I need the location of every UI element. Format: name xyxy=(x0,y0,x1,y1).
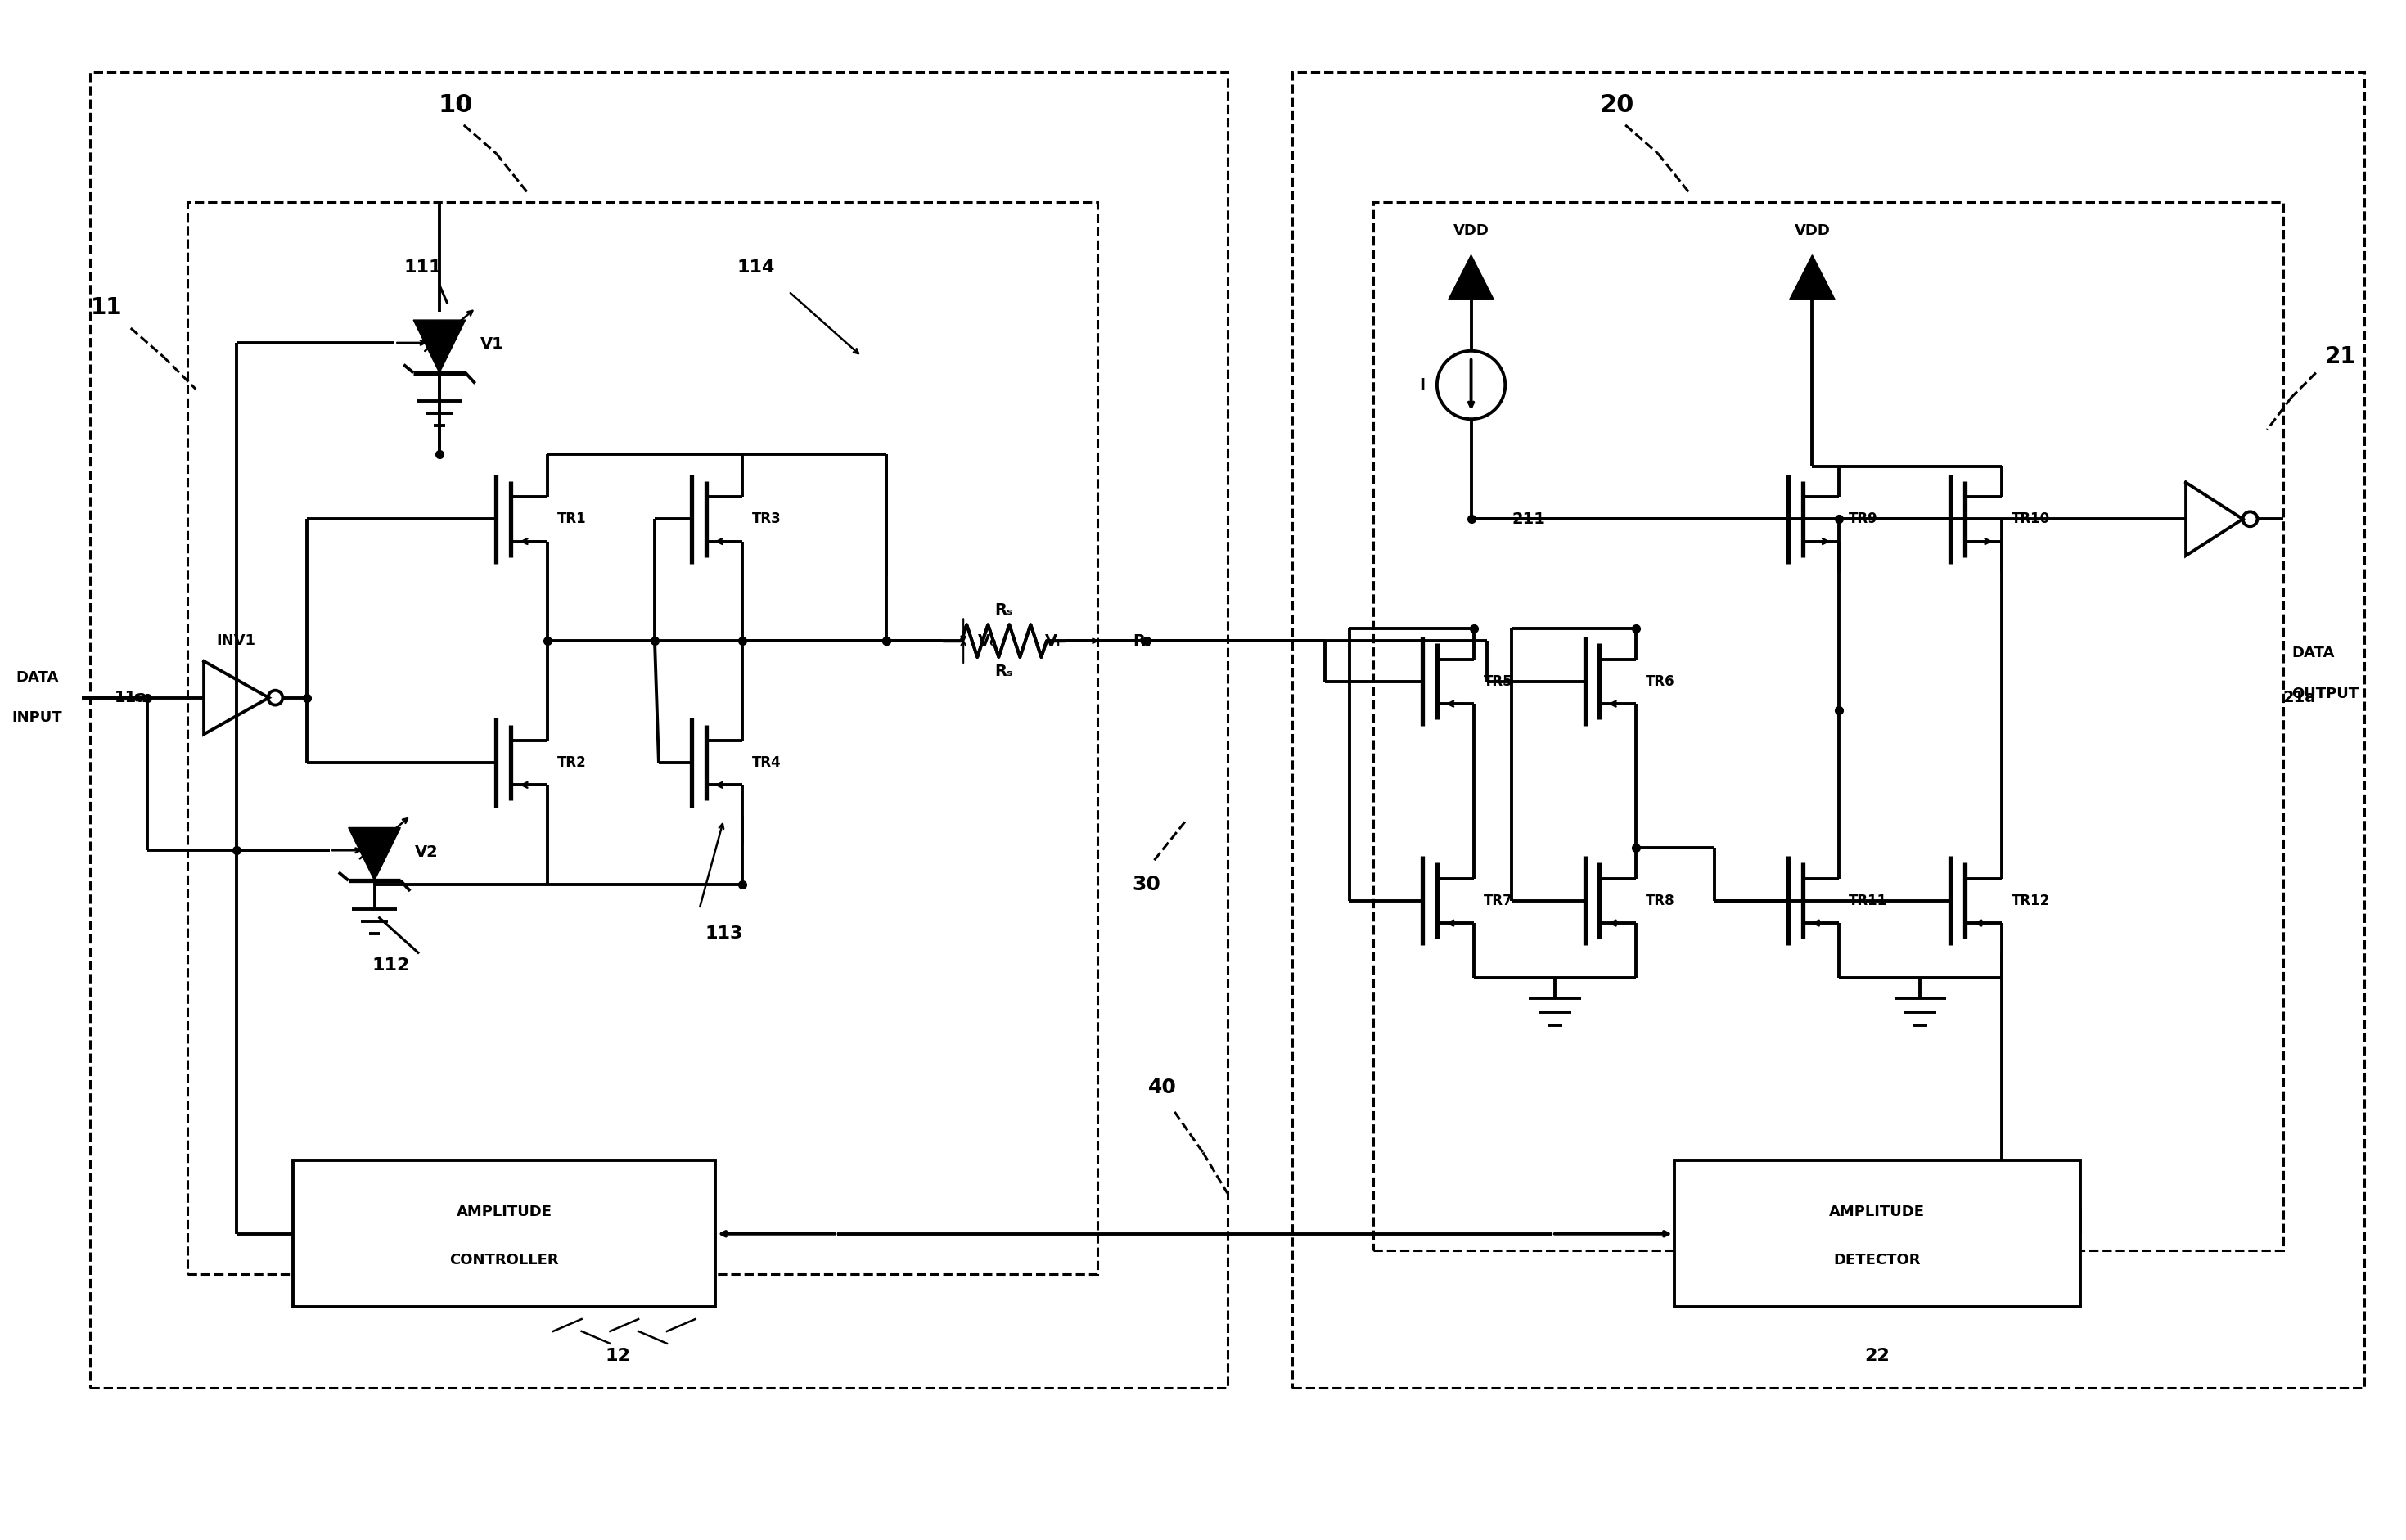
Text: CONTROLLER: CONTROLLER xyxy=(450,1252,558,1267)
Text: Rₛ: Rₛ xyxy=(994,602,1013,618)
Text: 211: 211 xyxy=(1511,511,1545,527)
Text: 30: 30 xyxy=(1131,875,1160,895)
Polygon shape xyxy=(1448,256,1494,300)
Text: 11: 11 xyxy=(91,296,123,319)
Text: TR8: TR8 xyxy=(1646,893,1675,909)
Text: TR3: TR3 xyxy=(753,511,782,527)
Text: 12: 12 xyxy=(606,1348,630,1364)
Bar xyxy=(1374,202,2283,1250)
Text: DATA: DATA xyxy=(17,670,58,685)
Bar xyxy=(1675,1161,2081,1307)
Text: AMPLITUDE: AMPLITUDE xyxy=(1829,1204,1925,1220)
Text: TR6: TR6 xyxy=(1646,675,1675,688)
Text: V1: V1 xyxy=(481,337,503,353)
Text: 20: 20 xyxy=(1600,92,1634,117)
Text: INV1: INV1 xyxy=(217,633,255,648)
Text: 21a: 21a xyxy=(2283,690,2317,705)
Text: Rₜ: Rₜ xyxy=(1133,633,1152,648)
Text: 111: 111 xyxy=(404,259,443,276)
Polygon shape xyxy=(414,320,464,373)
Text: TR7: TR7 xyxy=(1482,893,1513,909)
Text: TR2: TR2 xyxy=(558,755,587,770)
Text: OUTPUT: OUTPUT xyxy=(2291,687,2358,701)
Text: VDD: VDD xyxy=(1795,223,1831,239)
Text: 113: 113 xyxy=(705,926,743,941)
Text: TR9: TR9 xyxy=(1848,511,1879,527)
Text: TR12: TR12 xyxy=(2011,893,2050,909)
Text: DATA: DATA xyxy=(2291,645,2334,661)
Text: AMPLITUDE: AMPLITUDE xyxy=(457,1204,553,1220)
Text: 10: 10 xyxy=(438,92,474,117)
Bar xyxy=(294,1161,715,1307)
Text: TR5: TR5 xyxy=(1482,675,1513,688)
Text: TR10: TR10 xyxy=(2011,511,2050,527)
Text: 21: 21 xyxy=(2324,345,2355,368)
Bar xyxy=(1292,72,2365,1388)
Bar xyxy=(89,72,1227,1388)
Polygon shape xyxy=(349,827,399,881)
Bar xyxy=(188,202,1097,1275)
Text: INPUT: INPUT xyxy=(12,710,63,725)
Text: TR4: TR4 xyxy=(753,755,782,770)
Text: TR11: TR11 xyxy=(1848,893,1886,909)
Text: 40: 40 xyxy=(1148,1078,1177,1098)
Text: DETECTOR: DETECTOR xyxy=(1833,1252,1920,1267)
Polygon shape xyxy=(1790,256,1836,300)
Text: V2: V2 xyxy=(416,844,438,859)
Text: 11a: 11a xyxy=(113,690,147,705)
Text: 114: 114 xyxy=(736,259,775,276)
Text: Rₛ: Rₛ xyxy=(994,664,1013,679)
Text: 112: 112 xyxy=(371,958,409,973)
Text: V₀: V₀ xyxy=(979,633,998,648)
Text: TR1: TR1 xyxy=(558,511,587,527)
Text: I: I xyxy=(1420,377,1424,393)
Text: 22: 22 xyxy=(1865,1348,1889,1364)
Text: VDD: VDD xyxy=(1453,223,1489,239)
Text: Vᵢ: Vᵢ xyxy=(1044,633,1061,648)
